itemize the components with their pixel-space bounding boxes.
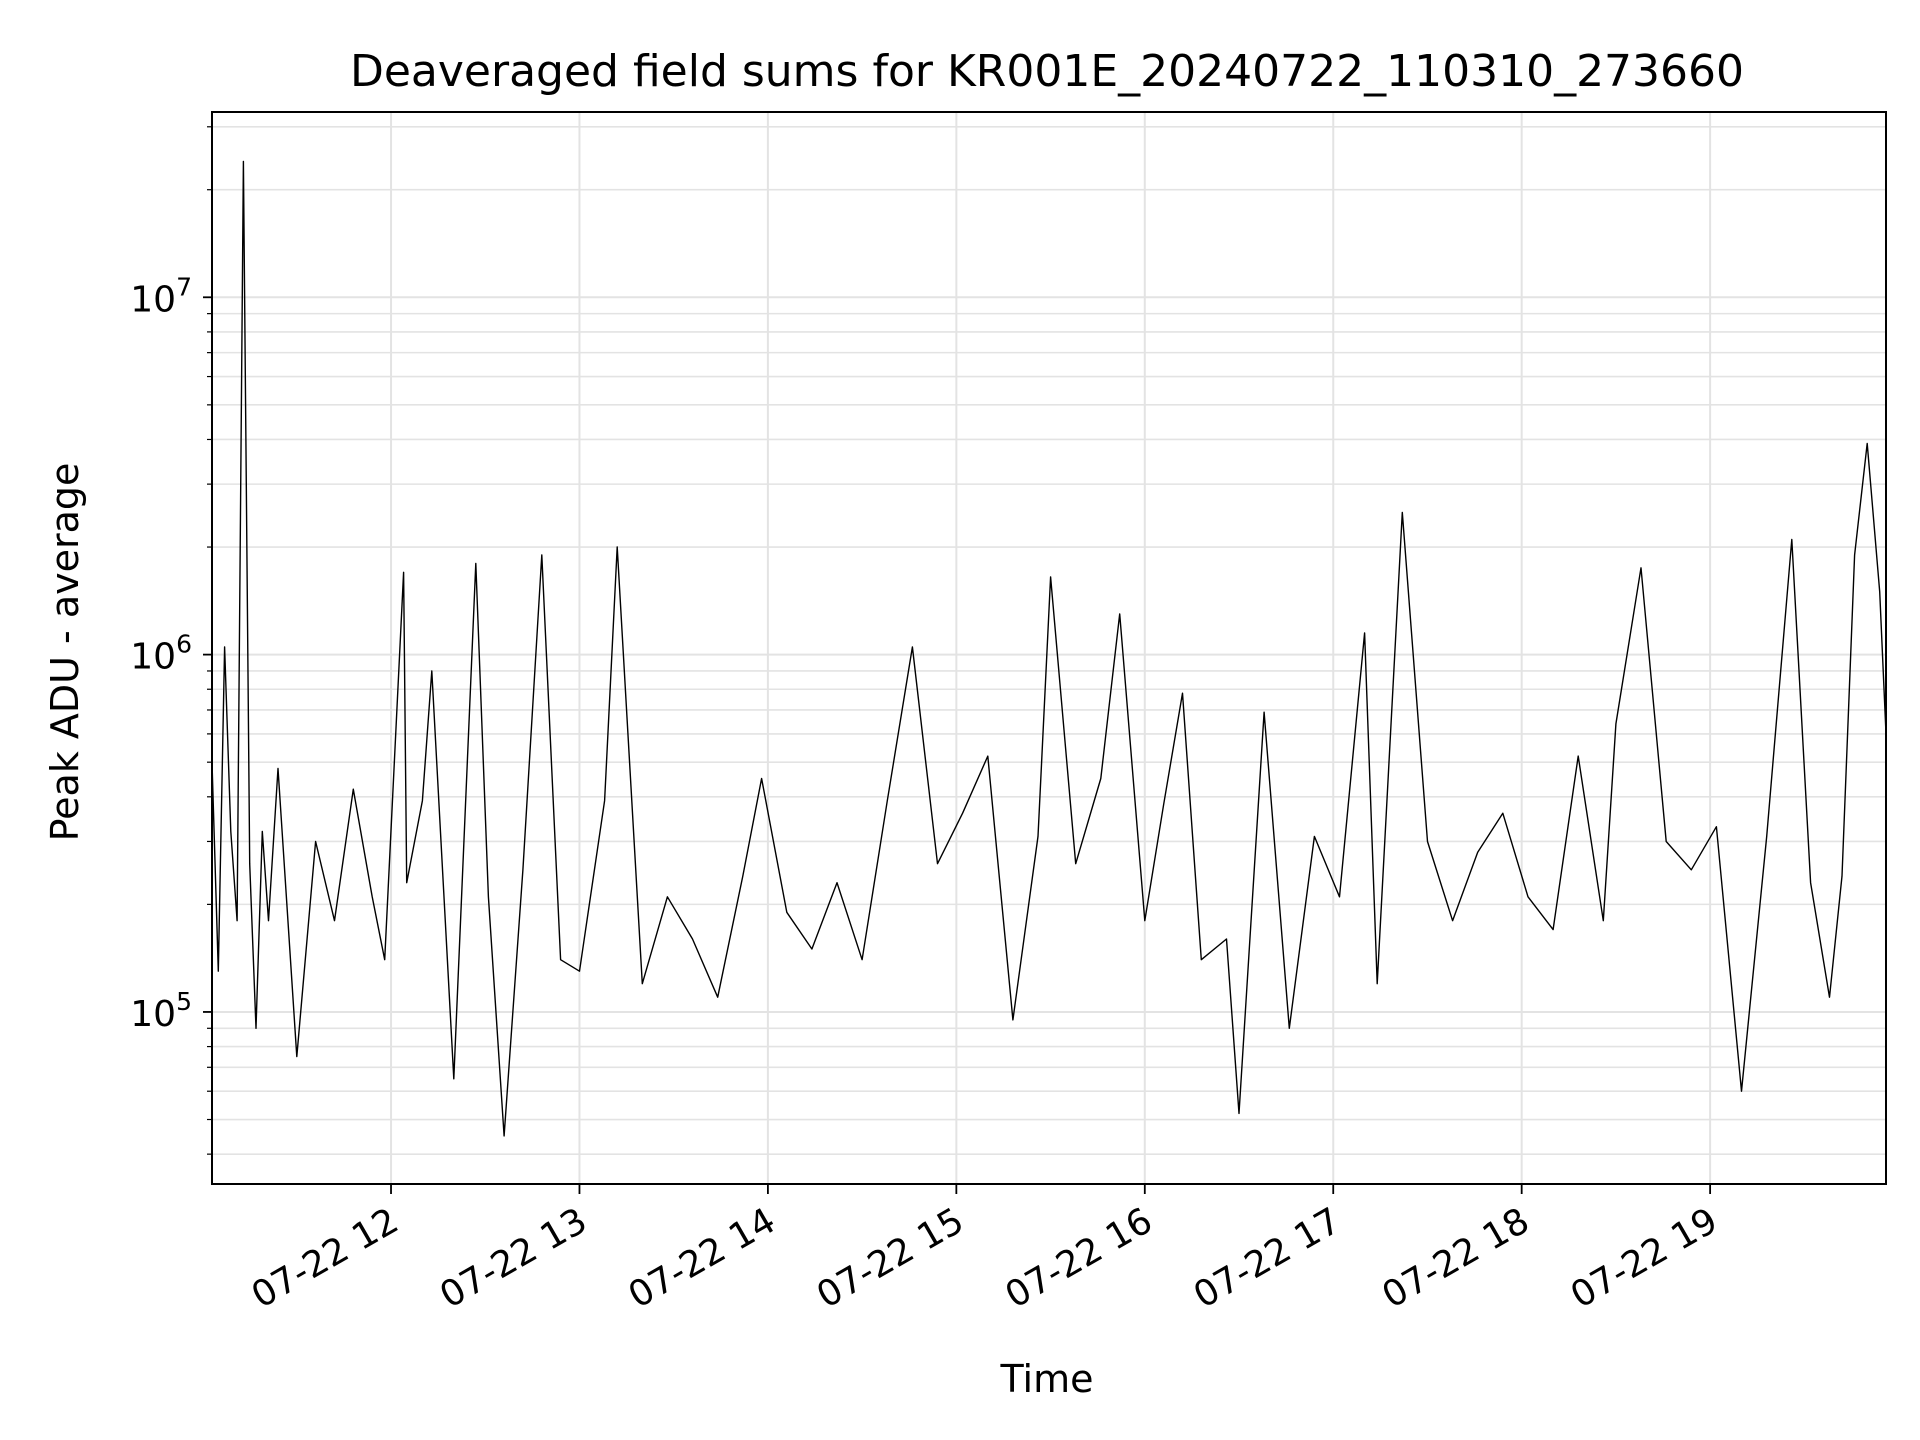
series-layer (211, 160, 1887, 1137)
y-axis-label: Peak ADU - average (43, 463, 87, 842)
plot-frame (211, 111, 1887, 1185)
y-tick-label: 106 (130, 630, 192, 678)
grid (212, 112, 1886, 1184)
chart-title: Deaveraged field sums for KR001E_2024072… (350, 46, 1744, 97)
y-tick-label: 107 (130, 272, 192, 320)
y-axis: 105 106 107 (130, 126, 212, 1155)
y-tick-label: 105 (130, 987, 192, 1035)
series-line (211, 160, 1887, 1137)
x-axis-label: Time (1000, 1357, 1094, 1401)
